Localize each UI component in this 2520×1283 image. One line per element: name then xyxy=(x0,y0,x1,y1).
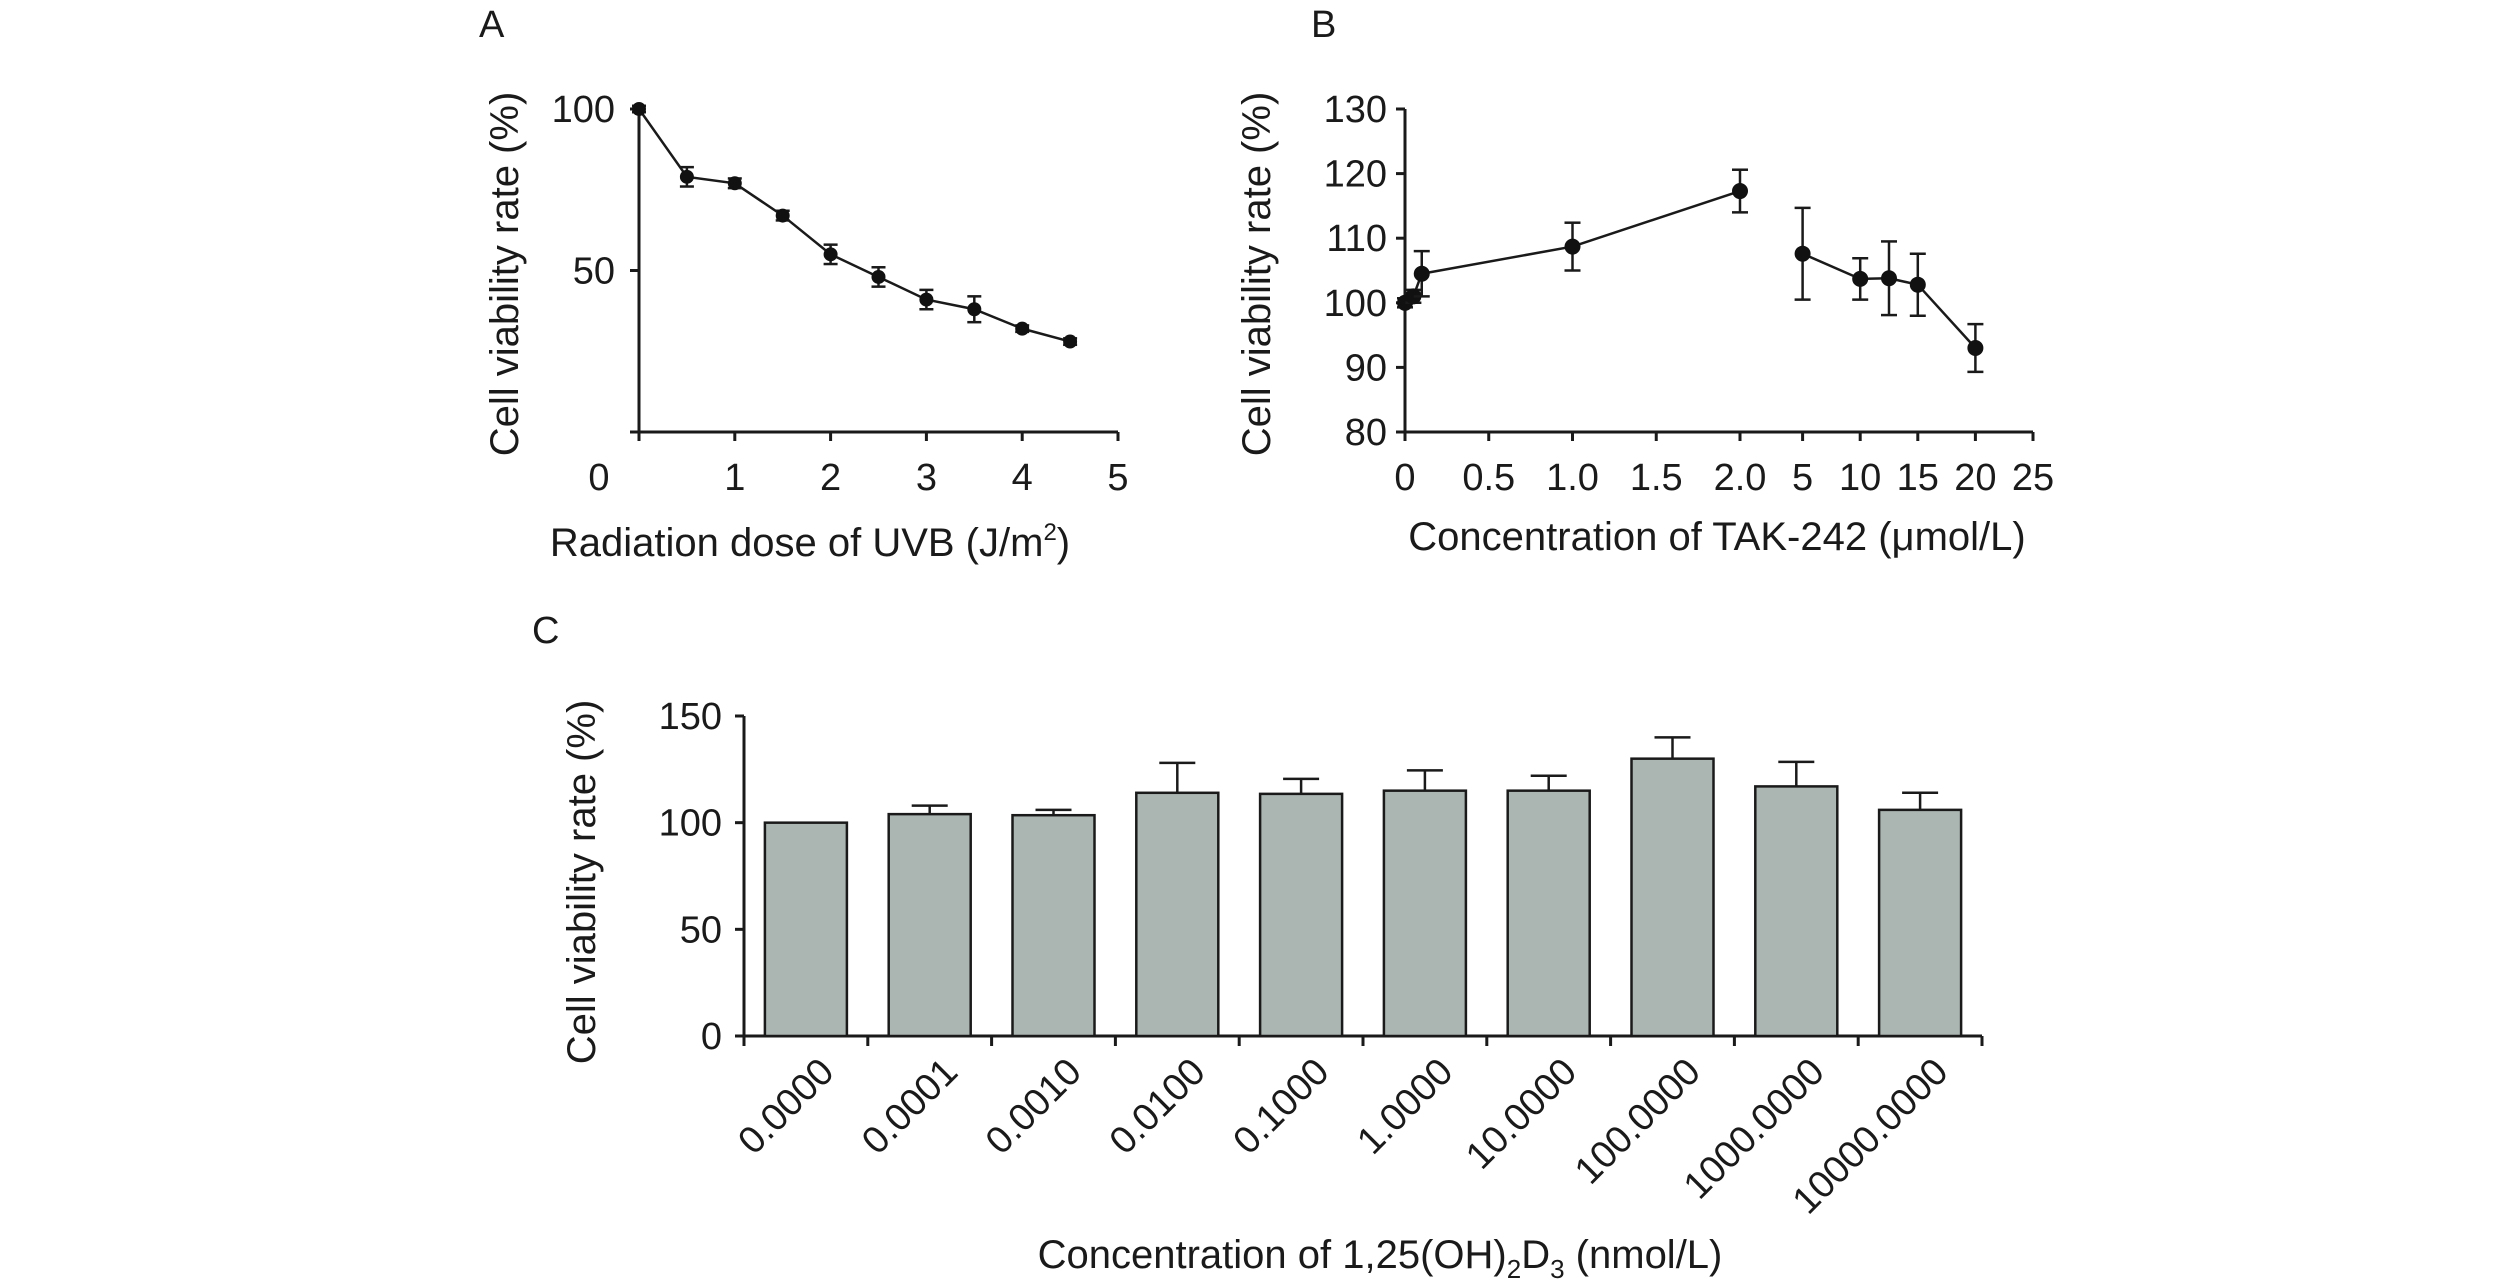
x-tick-label-c: 0.0000 xyxy=(730,1051,842,1163)
ylabel-c: Cell viability rate (%) xyxy=(560,700,604,1065)
y-tick-label-c: 150 xyxy=(659,696,722,738)
y-tick-label-b: 120 xyxy=(1324,154,1387,196)
bar-c xyxy=(887,812,972,1038)
xlabel-c: Concentration of 1,25(OH)2D3 (nmol/L) xyxy=(1038,1233,1723,1283)
x-tick-label-a: 4 xyxy=(1012,457,1033,499)
data-point-a xyxy=(727,176,742,191)
data-point-b xyxy=(1413,265,1430,282)
y-tick-label-b: 100 xyxy=(1324,283,1387,325)
x-tick-label-c: 0.1000 xyxy=(1226,1051,1338,1163)
x-tick-label-c: 1.0000 xyxy=(1349,1051,1461,1163)
data-point-b xyxy=(1967,340,1984,357)
ylabel-b: Cell viability rate (%) xyxy=(1235,92,1279,457)
data-point-b xyxy=(1881,270,1897,287)
series-line-a xyxy=(637,108,1071,343)
bar-c xyxy=(1135,791,1220,1038)
data-point-b xyxy=(1909,276,1926,293)
bar-c xyxy=(1382,789,1468,1038)
data-point-b xyxy=(1405,288,1422,305)
bar-c xyxy=(1258,792,1344,1038)
x-tick-label-c: 0.0100 xyxy=(1102,1051,1214,1163)
data-point-a xyxy=(823,247,838,262)
chart-b: B Cell viability rate (%) Concentration … xyxy=(1235,4,2054,559)
bar-c xyxy=(763,821,849,1038)
y-tick-label-a: 50 xyxy=(573,251,615,293)
x-tick-label-b: 1.0 xyxy=(1546,457,1599,499)
bar-c xyxy=(1877,808,1963,1038)
x-tick-label-c: 0.0010 xyxy=(978,1051,1090,1163)
data-point-a xyxy=(775,208,790,223)
data-point-a xyxy=(632,102,646,116)
panel-label-a: A xyxy=(479,4,505,46)
x-tick-label-b: 0 xyxy=(1394,457,1415,499)
x-tick-label-a: 5 xyxy=(1107,457,1128,499)
chart-a: A Cell viability rate (%) Radiation dose… xyxy=(479,4,1129,565)
x-tick-label-b: 1.5 xyxy=(1630,457,1683,499)
panel-label-c: C xyxy=(532,610,559,652)
xlabel-a: Radiation dose of UVB (J/m2) xyxy=(550,519,1070,565)
x-tick-label-b: 15 xyxy=(1897,457,1939,499)
data-point-b xyxy=(1794,245,1811,262)
data-point-b xyxy=(1732,183,1748,200)
x-tick-label-b: 25 xyxy=(2012,457,2054,499)
y-tick-label-b: 130 xyxy=(1324,89,1387,131)
x-tick-label-a: 2 xyxy=(820,457,841,499)
x-tick-label-c: 10.0000 xyxy=(1458,1051,1585,1178)
x-tick-label-b: 10 xyxy=(1839,457,1881,499)
y-tick-label-c: 100 xyxy=(659,803,722,845)
bar-c xyxy=(1630,757,1715,1038)
x-tick-label-b: 20 xyxy=(1954,457,1996,499)
data-point-a xyxy=(1063,334,1078,349)
y-tick-label-c: 0 xyxy=(701,1016,722,1058)
data-point-a xyxy=(679,169,694,184)
y-tick-label-b: 110 xyxy=(1326,218,1387,260)
x-tick-label-a: 1 xyxy=(724,457,745,499)
bar-c xyxy=(1011,813,1096,1038)
data-point-a xyxy=(919,292,934,307)
ylabel-a: Cell viability rate (%) xyxy=(483,92,527,457)
bar-c xyxy=(1754,785,1839,1038)
data-point-a xyxy=(1015,321,1030,336)
y-tick-label-a: 100 xyxy=(552,89,615,131)
x-tick-label-b: 0.5 xyxy=(1462,457,1515,499)
x-tick-label-c: 0.0001 xyxy=(854,1051,966,1163)
y-tick-label-b: 80 xyxy=(1345,412,1387,454)
chart-c: C Cell viability rate (%) Concentration … xyxy=(532,610,1984,1283)
x-tick-label-b: 5 xyxy=(1792,457,1813,499)
x-tick-label-a: 3 xyxy=(916,457,937,499)
xlabel-b: Concentration of TAK-242 (μmol/L) xyxy=(1408,515,2025,559)
data-point-b xyxy=(1852,270,1869,287)
bar-c xyxy=(1506,789,1591,1038)
panel-label-b: B xyxy=(1311,4,1336,46)
y-tick-label-b: 90 xyxy=(1345,347,1387,389)
x-tick-label-a: 0 xyxy=(588,457,609,499)
data-point-a xyxy=(871,269,886,284)
y-tick-label-c: 50 xyxy=(680,909,722,951)
x-tick-label-b: 2.0 xyxy=(1714,457,1767,499)
data-point-a xyxy=(967,302,982,317)
data-point-b xyxy=(1564,238,1581,255)
